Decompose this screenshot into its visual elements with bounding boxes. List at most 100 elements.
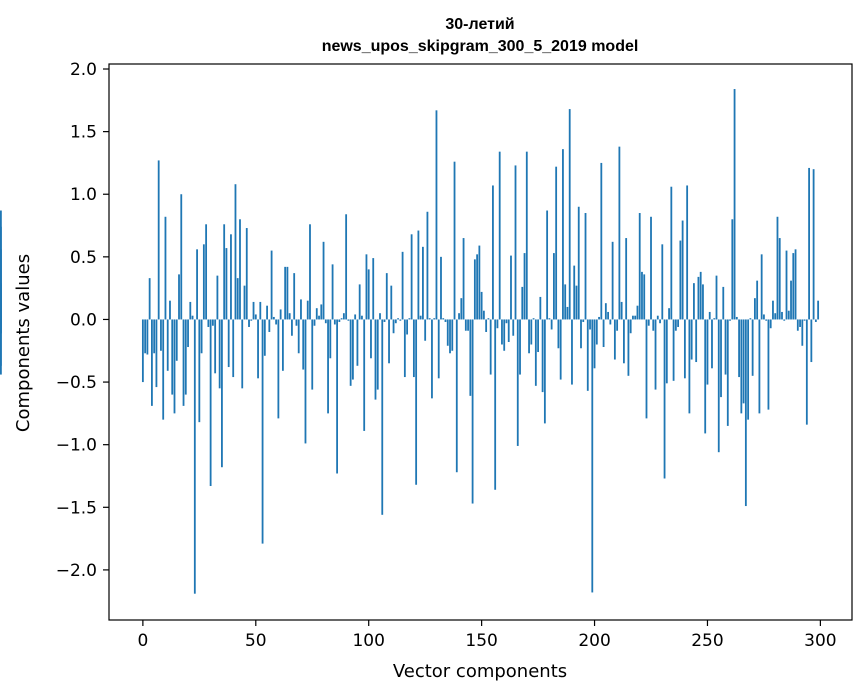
bar: [794, 249, 797, 320]
bar: [214, 319, 217, 374]
bar: [618, 146, 621, 320]
bar: [580, 319, 582, 349]
bar: [489, 319, 492, 375]
bar: [279, 309, 282, 320]
bar: [724, 319, 727, 375]
bar: [760, 254, 763, 320]
bar: [243, 285, 246, 320]
bar: [683, 319, 686, 379]
bar: [209, 319, 212, 487]
bar: [805, 319, 808, 425]
bar: [650, 216, 652, 320]
bar: [774, 313, 777, 320]
bar: [652, 319, 655, 331]
bar: [636, 305, 639, 320]
bar: [295, 319, 298, 326]
bar: [241, 319, 244, 389]
bar: [485, 319, 488, 332]
bar: [0, 249, 2, 320]
bar: [153, 319, 156, 354]
bar: [365, 254, 368, 320]
plot-frame: [108, 63, 853, 621]
bar: [758, 319, 761, 414]
bar: [239, 219, 241, 320]
bar: [808, 167, 810, 320]
bar: [336, 319, 338, 474]
x-tick-label: 250: [691, 631, 723, 651]
bar: [659, 319, 661, 324]
bar: [164, 216, 167, 320]
bar: [268, 319, 271, 332]
bar: [261, 319, 264, 544]
bar: [512, 319, 515, 336]
bar: [740, 319, 743, 414]
bar: [216, 275, 219, 320]
bar: [677, 319, 680, 327]
bar: [148, 278, 151, 320]
bar: [333, 319, 336, 325]
bar: [674, 319, 677, 331]
bar: [539, 296, 542, 320]
bar: [211, 319, 214, 326]
bar: [516, 319, 519, 446]
bar: [318, 315, 320, 320]
bar: [814, 319, 817, 322]
bar: [315, 308, 318, 320]
bar: [699, 271, 702, 320]
bar: [697, 276, 700, 320]
bar: [494, 319, 497, 490]
bar: [591, 319, 594, 593]
bar: [250, 319, 253, 321]
bar: [227, 319, 230, 368]
bar: [688, 319, 691, 414]
bar: [401, 251, 404, 320]
bar: [435, 110, 438, 320]
bar: [191, 315, 194, 320]
bar: [311, 319, 314, 390]
bar: [731, 219, 734, 320]
bar: [342, 313, 345, 320]
bar: [383, 319, 386, 322]
bar: [180, 194, 183, 320]
bar: [444, 319, 447, 322]
bar: [460, 298, 463, 320]
bar: [198, 319, 201, 423]
bar: [166, 319, 169, 371]
bar: [555, 166, 558, 320]
bar: [557, 319, 560, 349]
bar: [155, 319, 158, 388]
bar: [785, 250, 788, 320]
bar: [661, 244, 664, 320]
bar: [796, 319, 799, 331]
bar: [573, 265, 576, 320]
bar: [367, 269, 370, 320]
bar: [223, 224, 226, 320]
bar: [742, 319, 745, 404]
bar: [503, 319, 506, 351]
bar: [670, 186, 673, 320]
bar: [704, 319, 707, 434]
y-tick-label: −1.0: [56, 436, 97, 456]
bar: [322, 241, 325, 320]
bar: [711, 319, 713, 369]
bar: [665, 319, 668, 384]
bar: [205, 224, 208, 320]
bar: [638, 213, 641, 320]
bar: [162, 319, 165, 420]
bar: [686, 185, 689, 320]
bar: [230, 234, 232, 320]
bar: [559, 319, 562, 380]
bar: [277, 319, 280, 419]
bar: [568, 109, 571, 320]
bar: [313, 319, 316, 326]
bar: [609, 319, 612, 325]
bar: [523, 253, 526, 320]
bar: [419, 315, 422, 320]
bar: [272, 316, 275, 320]
bar: [141, 319, 144, 383]
bar: [173, 319, 176, 414]
bar: [629, 319, 632, 334]
bar: [340, 318, 343, 320]
bar: [422, 246, 424, 320]
